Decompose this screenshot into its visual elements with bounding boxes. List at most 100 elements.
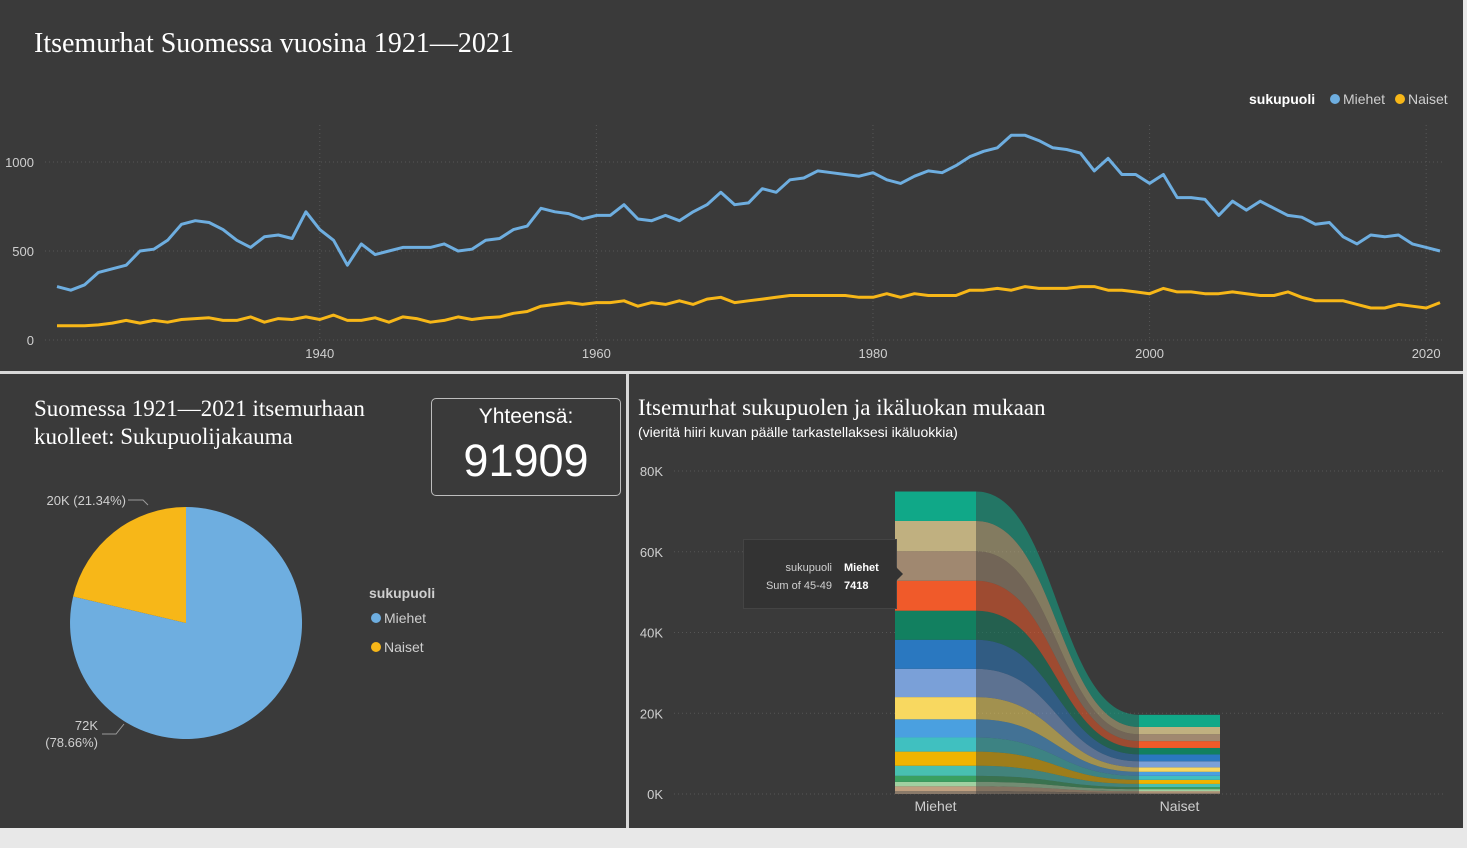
ribbon-band [976, 551, 1139, 742]
bar-segment-miehet [895, 719, 976, 738]
legend-naiset-marker [1395, 94, 1405, 104]
x-tick-label: 1940 [305, 346, 334, 361]
bar-segment-naiset [1139, 779, 1220, 784]
bar-segment-miehet [895, 751, 976, 766]
y-tick-label: 40K [640, 626, 663, 641]
x-category-label: Naiset [1160, 798, 1200, 814]
ribbon-chart[interactable]: 0K 20K 40K 60K 80K Miehet Naiset [629, 374, 1463, 828]
y-tick-label: 60K [640, 545, 663, 560]
naiset-leader-line [128, 499, 149, 506]
tooltip-value-1: Miehet [844, 562, 879, 574]
line-chart-panel: Itsemurhat Suomessa vuosina 1921—2021 0 5… [0, 0, 1463, 374]
bar-segment-miehet [895, 765, 976, 776]
series-line-naiset [57, 285, 1441, 328]
pie-legend-miehet-label[interactable]: Miehet [384, 610, 426, 626]
pie-slice-naiset [73, 507, 186, 623]
x-tick-label: 2000 [1135, 346, 1164, 361]
bar-segment-naiset [1139, 754, 1220, 762]
ribbon-band [976, 520, 1139, 735]
bar-segment-naiset [1139, 734, 1220, 742]
dashboard: Itsemurhat Suomessa vuosina 1921—2021 0 5… [0, 0, 1463, 828]
bar-segment-naiset [1139, 783, 1220, 788]
pie-chart-title: Suomessa 1921—2021 itsemurhaan kuolleet:… [34, 396, 365, 449]
legend-miehet-label[interactable]: Miehet [1343, 91, 1385, 107]
pie-legend-miehet-marker [371, 613, 381, 623]
ribbon-chart-subtitle: (vieritä hiiri kuvan päälle tarkastellak… [638, 424, 958, 440]
x-tick-label: 2020 [1412, 346, 1441, 361]
bar-segment-miehet [895, 610, 976, 640]
bar-segment-naiset [1139, 726, 1220, 735]
ribbon-band [976, 639, 1139, 762]
total-card: Yhteensä: 91909 [431, 398, 621, 496]
bar-segment-naiset [1139, 792, 1220, 794]
bar-segment-naiset [1139, 771, 1220, 776]
tooltip-arrow [895, 566, 903, 582]
tooltip-value-2: 7418 [844, 580, 869, 592]
bar-segment-naiset [1139, 775, 1220, 780]
tooltip-key-2: Sum of 45-49 [765, 580, 832, 592]
ribbon-band [976, 775, 1139, 790]
bar-segment-miehet [895, 737, 976, 752]
total-label: Yhteensä: [478, 405, 574, 428]
ribbon-band [976, 737, 1139, 780]
bar-segment-naiset [1139, 789, 1220, 792]
ribbon-band [976, 610, 1139, 755]
pie-slice-miehet [70, 507, 303, 739]
ribbon-band [976, 719, 1139, 776]
ribbon-band [976, 765, 1139, 788]
bar-segment-naiset [1139, 741, 1220, 748]
ribbon-band [976, 786, 1139, 793]
x-tick-label: 1980 [859, 346, 888, 361]
pie-legend-naiset-marker [371, 642, 381, 652]
pie-chart[interactable]: 20K (21.34%) 72K (78.66%) sukupuoli Mieh… [0, 374, 626, 828]
bar-segment-miehet [895, 786, 976, 792]
ribbon-band [976, 491, 1139, 727]
ribbon-band [976, 697, 1139, 772]
bar-segment-naiset [1139, 787, 1220, 790]
miehet-leader-line [102, 723, 125, 735]
bar-segment-miehet [895, 697, 976, 720]
line-legend-title: sukupuoli [1249, 91, 1315, 107]
total-value: 91909 [463, 435, 589, 486]
chart-tooltip: sukupuoli Miehet Sum of 45-49 7418 [743, 539, 897, 609]
pie-legend-naiset-label[interactable]: Naiset [384, 639, 424, 655]
bar-segment-miehet [895, 520, 976, 552]
bar-segment-miehet [895, 781, 976, 787]
bar-segment-naiset [1139, 791, 1220, 793]
pie-legend-title: sukupuoli [369, 585, 435, 601]
y-tick-label: 1000 [5, 155, 34, 170]
ribbon-band [976, 580, 1139, 748]
pie-chart-panel: Suomessa 1921—2021 itsemurhaan kuolleet:… [0, 374, 629, 828]
bar-segment-miehet [895, 639, 976, 669]
y-tick-label: 20K [640, 706, 663, 721]
ribbon-band [976, 751, 1139, 784]
bar-segment-miehet [895, 791, 976, 794]
ribbon-chart-title: Itsemurhat sukupuolen ja ikäluokan mukaa… [638, 395, 1046, 420]
bar-segment-miehet [895, 551, 976, 581]
miehet-data-label-value: 72K [75, 718, 98, 733]
bar-segment-miehet [895, 491, 976, 521]
x-category-label: Miehet [914, 798, 956, 814]
x-tick-label: 1960 [582, 346, 611, 361]
ribbon-chart-panel: Itsemurhat sukupuolen ja ikäluokan mukaa… [629, 374, 1463, 828]
bar-segment-miehet [895, 668, 976, 698]
legend-naiset-label[interactable]: Naiset [1408, 91, 1448, 107]
bar-segment-naiset [1139, 714, 1220, 727]
bar-segment-naiset [1139, 747, 1220, 755]
y-tick-label: 500 [12, 244, 34, 259]
bar-segment-naiset [1139, 767, 1220, 772]
ribbon-band [976, 781, 1139, 792]
naiset-data-label: 20K (21.34%) [47, 493, 127, 508]
ribbon-band [976, 791, 1139, 794]
bar-segment-naiset [1139, 761, 1220, 768]
y-tick-label: 0K [647, 787, 663, 802]
legend-miehet-marker [1330, 94, 1340, 104]
ribbon-band [976, 668, 1139, 768]
line-chart-title: Itsemurhat Suomessa vuosina 1921—2021 [34, 28, 514, 59]
tooltip-key-1: sukupuoli [785, 562, 832, 574]
bar-segment-miehet [895, 775, 976, 782]
series-line-miehet [56, 133, 1441, 292]
miehet-data-label-pct: (78.66%) [45, 735, 98, 750]
bar-segment-miehet [895, 580, 976, 611]
